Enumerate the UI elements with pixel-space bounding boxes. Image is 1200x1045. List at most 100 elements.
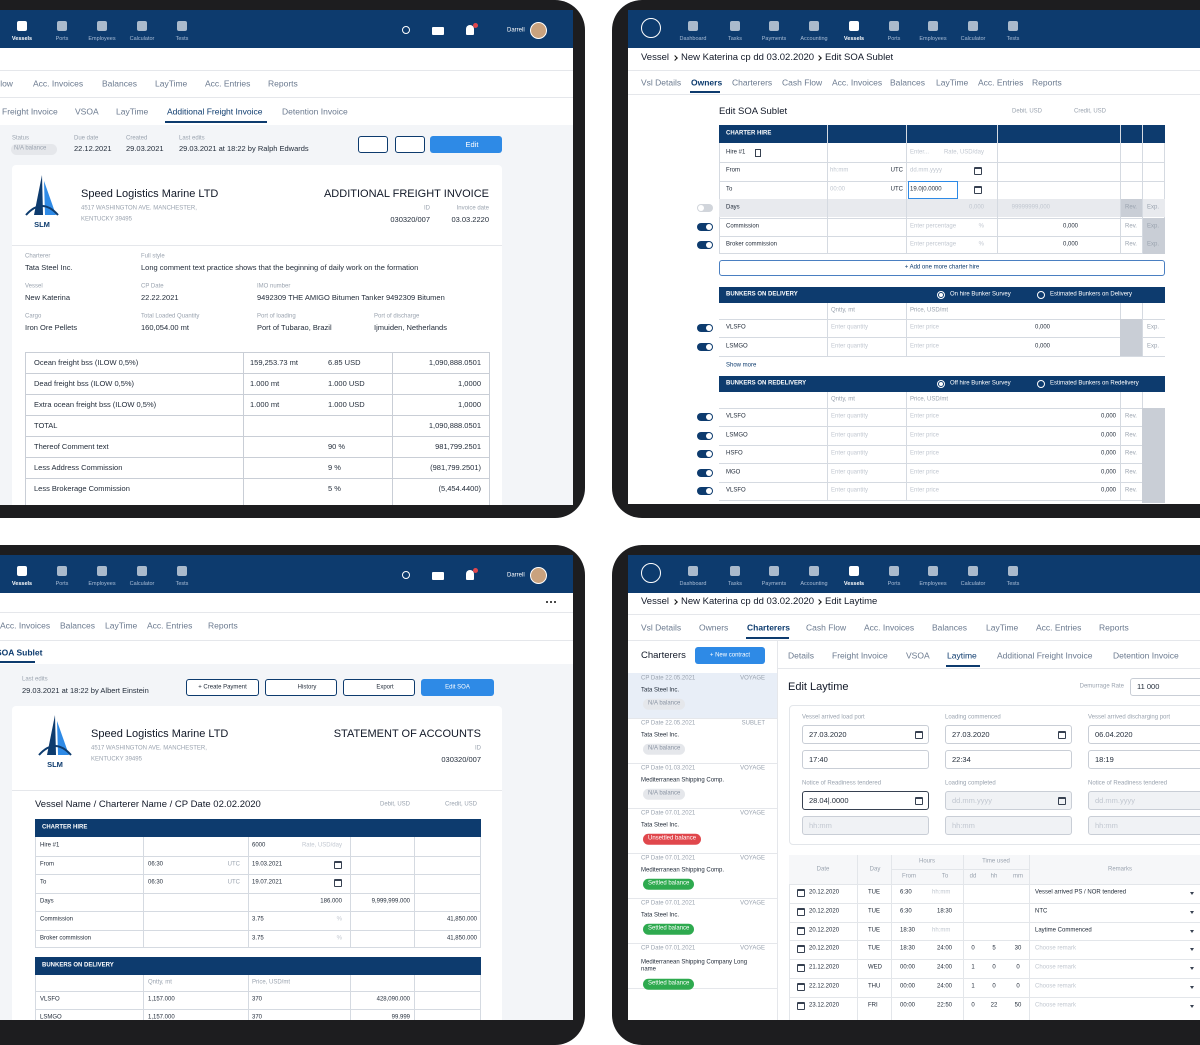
divider <box>997 125 998 254</box>
add-button[interactable]: + Add one more charter hire <box>904 264 980 271</box>
nav-item[interactable]: Ports <box>55 580 69 587</box>
tab[interactable]: Acc. Entries <box>1036 622 1082 633</box>
tab[interactable]: Flow <box>0 78 13 89</box>
nav-item[interactable]: Employees <box>88 35 116 42</box>
divider <box>719 463 1165 464</box>
nav-item[interactable]: Dashboard <box>679 580 707 587</box>
tab[interactable]: Acc. Invoices <box>33 78 84 89</box>
tab[interactable]: Vsl Details <box>641 622 682 633</box>
tab[interactable]: Acc. Entries <box>978 77 1024 88</box>
action-button[interactable]: Edit SOA <box>445 684 470 691</box>
nav-item[interactable]: Accounting <box>800 580 828 587</box>
tab[interactable]: Cash Flow <box>782 77 823 88</box>
more-menu <box>554 601 556 603</box>
nav-item[interactable]: Payments <box>761 580 787 587</box>
field-value: New Katerina <box>25 292 71 302</box>
divider <box>143 837 144 948</box>
tab[interactable]: Balances <box>890 77 925 88</box>
active-underline <box>690 91 720 93</box>
tab[interactable]: LayTime <box>155 78 188 89</box>
tab[interactable]: Owners <box>691 77 723 88</box>
subtab[interactable]: Freight Invoice <box>832 650 888 661</box>
time-input <box>802 816 929 835</box>
cell-quantity: 1.000 mt <box>250 399 280 409</box>
nav-item[interactable]: Employees <box>919 580 947 587</box>
nav-item[interactable]: Ports <box>887 35 901 42</box>
tab[interactable]: Balances <box>932 622 967 633</box>
cell-amount: 981,799.2501 <box>435 441 481 451</box>
tab[interactable]: Vsl Details <box>641 77 682 88</box>
tab[interactable]: Reports <box>1099 622 1129 633</box>
nav-item[interactable]: Vessels <box>843 35 865 42</box>
tab[interactable]: Balances <box>102 78 137 89</box>
tab[interactable]: Cash Flow <box>806 622 847 633</box>
nav-item[interactable]: Calculator <box>129 580 155 587</box>
action-button[interactable]: History <box>297 684 317 691</box>
nav-icon <box>688 566 698 576</box>
nav-item[interactable]: Vessels <box>11 35 33 42</box>
new-contract-button[interactable]: + New contract <box>709 652 751 659</box>
subtab[interactable]: Laytime <box>947 650 977 661</box>
tab[interactable]: Owners <box>699 622 729 633</box>
nav-item[interactable]: Tasks <box>727 580 743 587</box>
nav-item[interactable]: Vessels <box>843 580 865 587</box>
divider <box>789 978 1200 979</box>
nav-item[interactable]: Accounting <box>800 35 828 42</box>
subtab[interactable]: Detention Invoice <box>1113 650 1179 661</box>
nav-item[interactable]: Employees <box>88 580 116 587</box>
radio-label: Estimated Bunkers on Delivery <box>1050 291 1133 298</box>
tab[interactable]: Acc. Invoices <box>0 620 51 631</box>
cell-name: VLSFO <box>726 413 746 420</box>
cp-date: CP Date 07.01.2021 <box>641 945 696 952</box>
nav-item[interactable]: Ports <box>55 35 69 42</box>
table-header[interactable]: BUNKERS ON DELIVERY <box>726 291 798 298</box>
subtab[interactable]: Additional Freight Invoice <box>167 106 263 117</box>
subtab[interactable]: VSOA <box>75 106 99 117</box>
edit-button[interactable]: Edit <box>465 139 479 149</box>
show-more-button[interactable]: Show more <box>726 362 757 369</box>
nav-item[interactable]: Tests <box>175 580 189 587</box>
nav-item[interactable]: Vessels <box>11 580 33 587</box>
divider <box>827 392 828 500</box>
subtab[interactable]: Detention Invoice <box>282 106 348 117</box>
tab[interactable]: Acc. Entries <box>147 620 193 631</box>
field-label: Total Loaded Quantity <box>141 313 200 320</box>
subtab[interactable]: SOA Sublet <box>0 647 43 658</box>
tab[interactable]: LayTime <box>105 620 138 631</box>
table-header[interactable]: BUNKERS ON DELIVERY <box>42 962 114 969</box>
nav-item[interactable]: Payments <box>761 35 787 42</box>
tab[interactable]: Acc. Invoices <box>864 622 915 633</box>
table-header[interactable]: BUNKERS ON REDELIVERY <box>726 380 807 387</box>
subtab[interactable]: Additional Freight Invoice <box>997 650 1093 661</box>
nav-item[interactable]: Tests <box>1006 580 1020 587</box>
action-button[interactable]: + Create Payment <box>198 684 247 691</box>
tab[interactable]: Reports <box>208 620 238 631</box>
tab[interactable]: Balances <box>60 620 95 631</box>
table-header[interactable]: CHARTER HIRE <box>42 824 88 831</box>
nav-item[interactable]: Calculator <box>960 35 986 42</box>
subtab[interactable]: VSOA <box>906 650 930 661</box>
tab[interactable]: Charterers <box>747 622 790 633</box>
nav-item[interactable]: Tests <box>1006 35 1020 42</box>
tab[interactable]: Reports <box>1032 77 1062 88</box>
cell-debit: 428,090.000 <box>376 996 410 1003</box>
action-button[interactable]: Export <box>376 684 394 691</box>
subtab[interactable]: Freight Invoice <box>2 106 58 117</box>
credit-header: Credit, USD <box>444 801 477 808</box>
nav-item[interactable]: Dashboard <box>679 35 707 42</box>
table-header[interactable]: CHARTER HIRE <box>726 130 772 137</box>
tab[interactable]: LayTime <box>986 622 1019 633</box>
subtab[interactable]: LayTime <box>116 106 149 117</box>
tab[interactable]: Acc. Entries <box>205 78 251 89</box>
nav-item[interactable]: Ports <box>887 580 901 587</box>
nav-item[interactable]: Tests <box>175 35 189 42</box>
nav-item[interactable]: Employees <box>919 35 947 42</box>
nav-item[interactable]: Calculator <box>960 580 986 587</box>
tab[interactable]: Charterers <box>732 77 773 88</box>
nav-item[interactable]: Calculator <box>129 35 155 42</box>
nav-item[interactable]: Tasks <box>727 35 743 42</box>
tab[interactable]: LayTime <box>936 77 969 88</box>
tab[interactable]: Reports <box>268 78 298 89</box>
subtab[interactable]: Details <box>788 650 814 661</box>
tab[interactable]: Acc. Invoices <box>832 77 883 88</box>
